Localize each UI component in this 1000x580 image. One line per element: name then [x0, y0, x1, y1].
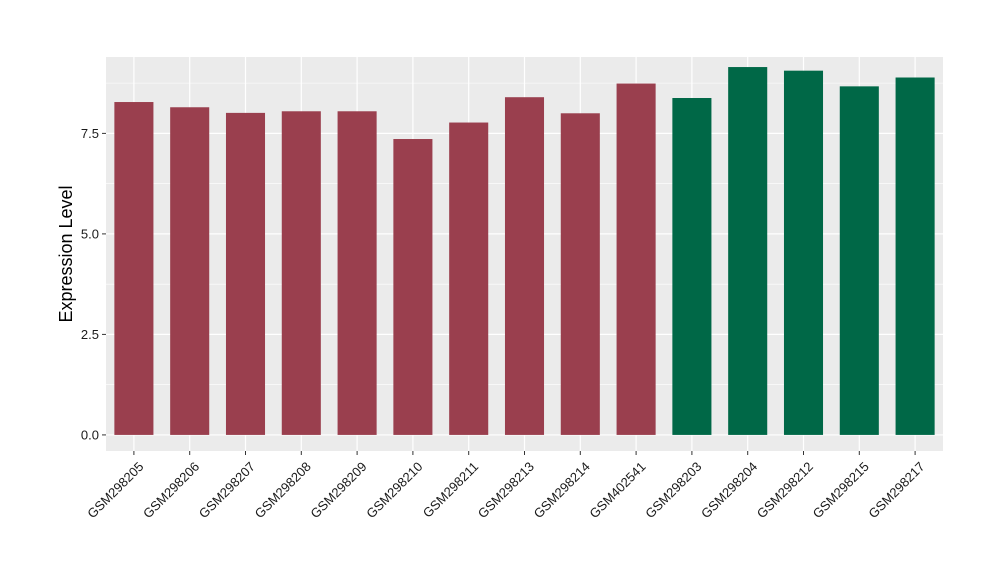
x-tick-label: GSM402541 [586, 459, 648, 521]
y-axis-title: Expression Level [56, 185, 76, 322]
x-tick-label: GSM298206 [140, 459, 202, 521]
x-tick-label: GSM298207 [196, 459, 258, 521]
bars [114, 67, 935, 435]
y-axis: 0.0 2.5 5.0 7.5 [81, 126, 106, 442]
y-tick-label: 7.5 [81, 126, 99, 141]
bar-gsm298215 [839, 86, 879, 435]
x-tick-label: GSM298210 [363, 459, 425, 521]
bar-gsm298203 [672, 98, 712, 435]
y-tick-label: 0.0 [81, 427, 99, 442]
x-tick-label: GSM298214 [531, 459, 593, 521]
bar-gsm298211 [449, 122, 489, 435]
bar-gsm298206 [170, 107, 210, 435]
y-tick-label: 2.5 [81, 327, 99, 342]
bar-gsm402541 [616, 83, 656, 435]
bar-gsm298209 [337, 111, 377, 435]
bar-gsm298212 [783, 70, 824, 435]
x-tick-label: GSM298217 [865, 459, 927, 521]
bar-gsm298210 [393, 139, 433, 435]
x-tick-label: GSM298209 [307, 459, 369, 521]
x-tick-label: GSM298205 [84, 459, 146, 521]
bar-gsm298205 [114, 102, 154, 435]
x-tick-label: GSM298215 [810, 459, 872, 521]
x-tick-label: GSM298204 [698, 459, 760, 521]
bar-gsm298214 [560, 113, 600, 435]
bar-gsm298204 [728, 67, 768, 435]
x-tick-label: GSM298213 [475, 459, 537, 521]
bar-gsm298213 [504, 97, 545, 435]
x-tick-label: GSM298203 [642, 459, 704, 521]
x-tick-label: GSM298211 [420, 459, 482, 521]
bar-gsm298208 [281, 111, 321, 435]
x-tick-label: GSM298212 [754, 459, 816, 521]
y-tick-label: 5.0 [81, 226, 99, 241]
bar-gsm298207 [225, 112, 266, 435]
bar-gsm298217 [895, 77, 935, 435]
x-tick-label: GSM298208 [252, 459, 314, 521]
x-axis: GSM298205GSM298206GSM298207GSM298208GSM2… [84, 451, 928, 521]
